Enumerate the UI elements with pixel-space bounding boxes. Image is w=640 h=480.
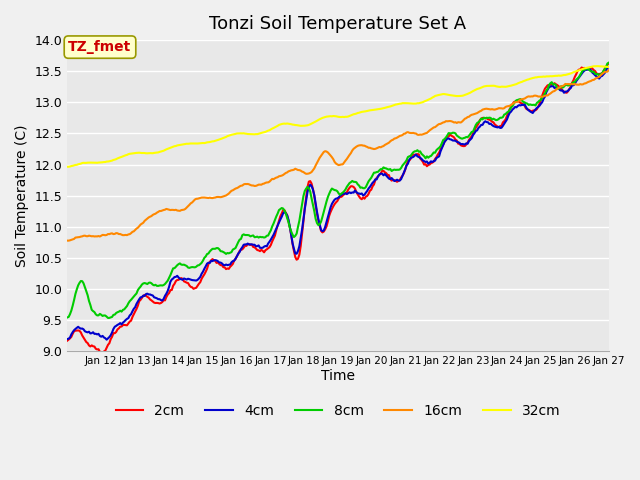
8cm bbox=[104, 315, 112, 321]
32cm bbox=[457, 93, 465, 99]
16cm bbox=[458, 119, 466, 124]
16cm bbox=[456, 120, 463, 125]
8cm bbox=[130, 294, 138, 300]
8cm bbox=[405, 154, 413, 159]
Line: 32cm: 32cm bbox=[67, 66, 609, 167]
32cm bbox=[454, 93, 462, 99]
8cm bbox=[456, 135, 463, 141]
X-axis label: Time: Time bbox=[321, 369, 355, 383]
4cm bbox=[458, 141, 466, 147]
4cm bbox=[103, 337, 111, 343]
2cm bbox=[130, 311, 138, 317]
32cm bbox=[605, 64, 612, 70]
16cm bbox=[130, 228, 138, 234]
8cm bbox=[605, 60, 612, 66]
Legend: 2cm, 4cm, 8cm, 16cm, 32cm: 2cm, 4cm, 8cm, 16cm, 32cm bbox=[110, 399, 566, 424]
Title: Tonzi Soil Temperature Set A: Tonzi Soil Temperature Set A bbox=[209, 15, 467, 33]
8cm bbox=[279, 205, 287, 211]
4cm bbox=[241, 241, 249, 247]
Line: 8cm: 8cm bbox=[67, 63, 609, 318]
2cm bbox=[405, 158, 413, 164]
2cm bbox=[279, 207, 287, 213]
32cm bbox=[278, 121, 285, 127]
16cm bbox=[605, 67, 612, 73]
Line: 16cm: 16cm bbox=[67, 70, 609, 240]
32cm bbox=[594, 63, 602, 69]
Text: TZ_fmet: TZ_fmet bbox=[68, 40, 132, 54]
2cm bbox=[99, 350, 106, 356]
2cm bbox=[63, 338, 71, 344]
4cm bbox=[63, 336, 71, 342]
2cm bbox=[605, 60, 612, 66]
8cm bbox=[241, 232, 249, 238]
4cm bbox=[456, 140, 463, 146]
4cm bbox=[405, 157, 413, 163]
Y-axis label: Soil Temperature (C): Soil Temperature (C) bbox=[15, 124, 29, 267]
32cm bbox=[63, 164, 71, 169]
4cm bbox=[130, 306, 138, 312]
4cm bbox=[605, 64, 612, 70]
32cm bbox=[240, 131, 248, 136]
32cm bbox=[129, 150, 136, 156]
4cm bbox=[279, 211, 287, 216]
16cm bbox=[241, 181, 249, 187]
2cm bbox=[458, 143, 466, 149]
16cm bbox=[63, 238, 71, 243]
2cm bbox=[456, 141, 463, 147]
8cm bbox=[458, 136, 466, 142]
32cm bbox=[404, 100, 412, 106]
Line: 4cm: 4cm bbox=[67, 67, 609, 340]
16cm bbox=[279, 172, 287, 178]
16cm bbox=[405, 130, 413, 136]
2cm bbox=[241, 243, 249, 249]
16cm bbox=[65, 238, 72, 243]
Line: 2cm: 2cm bbox=[67, 63, 609, 353]
8cm bbox=[63, 314, 71, 320]
